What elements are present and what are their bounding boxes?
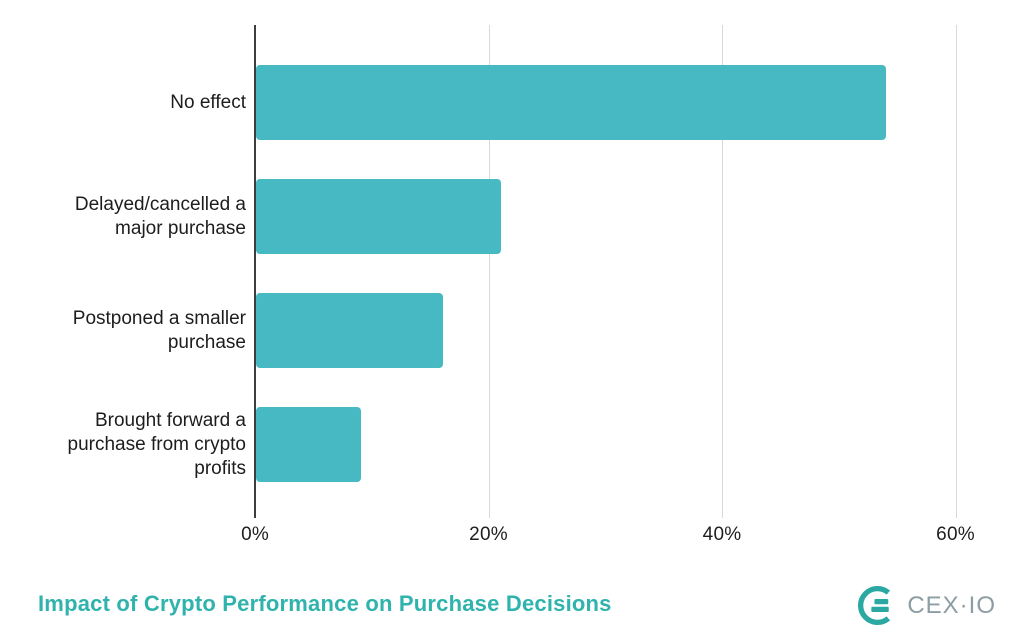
x-tick-label-0: 0%: [241, 524, 269, 545]
bar-0: [256, 65, 887, 140]
chart-title: Impact of Crypto Performance on Purchase…: [38, 591, 612, 616]
cexio-logo-text: CEX·IO: [907, 591, 996, 619]
gridline-20: [488, 25, 490, 518]
category-label: Brought forward a purchase from crypto p…: [67, 409, 246, 479]
bar-1: [256, 179, 502, 254]
category-label: No effect: [170, 91, 246, 113]
category-label-row-2: Postponed a smaller purchase: [50, 293, 246, 368]
category-label-row-0: No effect: [50, 65, 246, 140]
gridline-60: [955, 25, 957, 518]
y-axis-line: [254, 25, 256, 518]
category-label: Postponed a smaller purchase: [72, 307, 246, 353]
category-label: Delayed/cancelled a major purchase: [74, 193, 246, 239]
cexio-logo-icon: [855, 583, 900, 628]
x-tick-label-20: 20%: [469, 524, 508, 545]
cexio-logo: CEX·IO: [855, 583, 996, 628]
x-tick-label-40: 40%: [702, 524, 742, 545]
x-tick-label-60: 60%: [936, 524, 975, 545]
bar-3: [256, 407, 362, 482]
category-label-row-3: Brought forward a purchase from crypto p…: [50, 407, 246, 482]
gridline-40: [722, 25, 723, 518]
category-label-row-1: Delayed/cancelled a major purchase: [50, 179, 246, 254]
bar-2: [256, 293, 443, 368]
